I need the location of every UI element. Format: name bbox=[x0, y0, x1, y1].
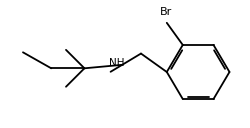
Text: NH: NH bbox=[109, 58, 124, 68]
Text: Br: Br bbox=[160, 7, 172, 17]
